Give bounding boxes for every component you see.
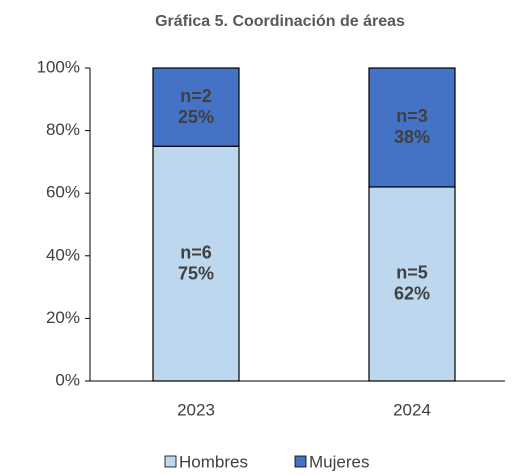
data-label: 25%: [178, 107, 214, 127]
bar-segment: [368, 67, 456, 188]
x-tick-label: 2024: [393, 400, 431, 419]
chart-title: Gráfica 5. Coordinación de áreas: [155, 13, 405, 30]
legend-swatch: [294, 455, 307, 468]
y-tick-label: 100%: [37, 57, 80, 76]
data-label: 62%: [394, 284, 430, 304]
y-tick-label: 60%: [46, 183, 80, 202]
count-label: n=5: [396, 263, 428, 283]
count-label: n=2: [180, 86, 212, 106]
data-label: 38%: [394, 127, 430, 147]
legend-label: Hombres: [179, 452, 248, 471]
y-tick-label: 0%: [55, 370, 80, 389]
data-label: 75%: [178, 263, 214, 283]
count-label: n=3: [396, 106, 428, 126]
y-tick-label: 80%: [46, 120, 80, 139]
x-tick-label: 2023: [177, 400, 215, 419]
y-tick-label: 40%: [46, 245, 80, 264]
legend-label: Mujeres: [309, 452, 369, 471]
legend-swatch: [164, 455, 177, 468]
y-tick-label: 20%: [46, 308, 80, 327]
bar-segment: [152, 67, 240, 147]
count-label: n=6: [180, 242, 212, 262]
bar-segment: [368, 186, 456, 382]
